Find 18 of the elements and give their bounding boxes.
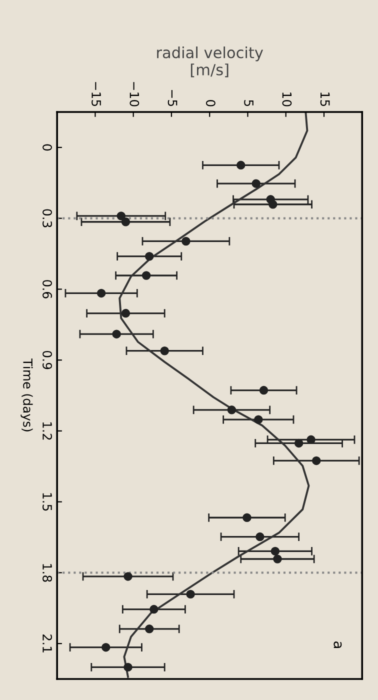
y-tick-label: 1.2 <box>42 422 52 440</box>
y-tick-label: 0.9 <box>42 350 52 370</box>
x-tick-label: −5 <box>168 90 178 106</box>
x-axis-title: radial velocity [m/s] <box>157 46 264 78</box>
annotation: a <box>334 642 342 648</box>
y-tick-label: 0 <box>42 144 52 151</box>
y-tick-label: 2.1 <box>42 634 52 652</box>
x-tick-label: 10 <box>282 92 292 106</box>
y-tick-label: 1.5 <box>42 493 52 511</box>
y-tick-label: 0.3 <box>42 209 52 228</box>
y-tick-label: 0.6 <box>42 280 52 298</box>
x-tick-label: 0 <box>206 100 216 106</box>
x-tick-label: −10 <box>130 82 140 106</box>
x-tick-label: 5 <box>244 100 254 106</box>
x-tick-label: 15 <box>320 92 330 106</box>
x-tick-label: −15 <box>92 82 101 106</box>
y-tick-label: 1.8 <box>42 564 52 582</box>
y-axis-title: Time (days) <box>20 358 33 432</box>
